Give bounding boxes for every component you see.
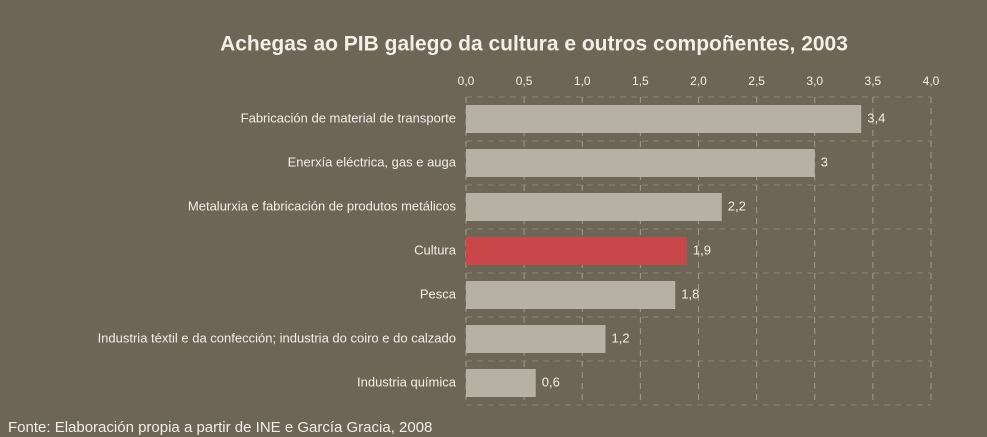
x-tick-label: 3,5 bbox=[865, 74, 882, 88]
y-tick-label: Industria química bbox=[357, 374, 457, 389]
value-label: 1,2 bbox=[612, 330, 630, 345]
x-tick-label: 0,5 bbox=[516, 74, 533, 88]
value-label: 1,8 bbox=[681, 286, 699, 301]
value-label: 2,2 bbox=[728, 198, 746, 213]
x-tick-label: 2,0 bbox=[690, 74, 707, 88]
source-note: Fonte: Elaboración propia a partir de IN… bbox=[8, 419, 432, 436]
x-tick-label: 1,5 bbox=[632, 74, 649, 88]
y-tick-label: Metalurxia e fabricación de produtos met… bbox=[188, 198, 457, 213]
x-tick-label: 3,0 bbox=[806, 74, 823, 88]
bar bbox=[466, 193, 722, 221]
bar bbox=[466, 237, 687, 265]
y-tick-label: Fabricación de material de transporte bbox=[241, 110, 456, 125]
y-tick-label: Pesca bbox=[420, 286, 457, 301]
x-tick-label: 2,5 bbox=[748, 74, 765, 88]
x-tick-label: 1,0 bbox=[574, 74, 591, 88]
bar bbox=[466, 105, 862, 133]
value-label: 0,6 bbox=[542, 374, 560, 389]
value-label: 3,4 bbox=[867, 110, 885, 125]
bar bbox=[466, 369, 536, 397]
y-tick-label: Industria téxtil e da confección; indust… bbox=[98, 330, 456, 345]
y-tick-label: Enerxía eléctrica, gas e auga bbox=[288, 154, 457, 169]
chart-title: Achegas ao PIB galego da cultura e outro… bbox=[220, 33, 848, 56]
x-tick-label: 4,0 bbox=[923, 74, 940, 88]
bar bbox=[466, 149, 815, 177]
x-tick-label: 0,0 bbox=[458, 74, 475, 88]
bar bbox=[466, 281, 676, 309]
bar bbox=[466, 325, 606, 353]
value-label: 3 bbox=[821, 154, 828, 169]
y-tick-label: Cultura bbox=[414, 242, 457, 257]
value-label: 1,9 bbox=[693, 242, 711, 257]
